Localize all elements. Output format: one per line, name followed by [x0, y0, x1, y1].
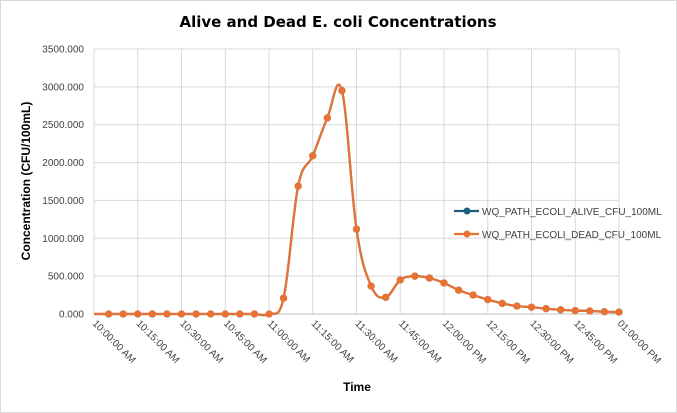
x-tick-label: 12:30:00 PM — [527, 318, 575, 366]
legend-label-alive: WQ_PATH_ECOLI_ALIVE_CFU_100ML — [482, 207, 662, 218]
data-point — [600, 308, 609, 316]
legend-item-alive: WQ_PATH_ECOLI_ALIVE_CFU_100ML — [454, 207, 662, 218]
series-dead — [94, 83, 623, 318]
data-point — [104, 310, 113, 318]
legend-item-dead: WQ_PATH_ECOLI_DEAD_CFU_100ML — [454, 230, 662, 241]
data-point — [177, 310, 186, 318]
data-point — [484, 296, 492, 304]
x-tick-label: 11:00:00 AM — [265, 318, 312, 365]
data-point — [119, 310, 127, 318]
x-tick-label: 10:30:00 AM — [177, 318, 224, 365]
y-axis-ticks: 0.000 500.000 1000.000 1500.000 2000.000 2500… — [42, 45, 84, 321]
y-tick-label: 2500.000 — [42, 120, 84, 131]
x-tick-label: 10:45:00 AM — [221, 318, 268, 365]
data-point — [294, 182, 302, 190]
data-point — [396, 276, 404, 284]
data-point — [513, 302, 521, 310]
series-alive — [94, 83, 623, 318]
data-point — [615, 308, 623, 316]
legend-label-dead: WQ_PATH_ECOLI_DEAD_CFU_100ML — [482, 230, 662, 241]
data-point — [469, 291, 477, 299]
x-tick-label: 11:45:00 AM — [396, 318, 443, 365]
data-point — [411, 272, 419, 280]
y-tick-label: 3000.000 — [42, 82, 84, 93]
data-point — [425, 274, 434, 282]
legend: WQ_PATH_ECOLI_ALIVE_CFU_100ML WQ_PATH_EC… — [454, 207, 662, 241]
x-axis-label: Time — [343, 380, 371, 394]
data-point — [542, 305, 550, 313]
x-tick-label: 12:45:00 PM — [571, 318, 619, 366]
data-point — [163, 310, 171, 318]
data-point — [250, 310, 259, 318]
chart-title: Alive and Dead E. coli Concentrations — [179, 13, 496, 31]
x-tick-label: 11:15:00 AM — [309, 318, 356, 365]
data-point — [236, 310, 244, 318]
y-tick-label: 1000.000 — [42, 234, 84, 245]
legend-marker-dead — [463, 230, 471, 238]
data-point — [498, 299, 506, 307]
x-tick-label: 11:30:00 AM — [352, 318, 399, 365]
data-point — [527, 303, 536, 311]
data-point — [338, 87, 346, 95]
data-point — [134, 310, 142, 318]
data-point — [440, 279, 448, 287]
x-tick-label: 12:00:00 PM — [440, 318, 488, 366]
series-group — [94, 83, 623, 318]
gridlines — [93, 48, 620, 315]
data-point — [571, 306, 579, 315]
data-point — [309, 152, 317, 160]
data-point — [454, 286, 463, 294]
data-point — [148, 310, 156, 318]
data-point — [279, 294, 288, 302]
data-point — [221, 310, 229, 318]
data-point — [586, 307, 594, 315]
y-tick-label: 500.000 — [48, 272, 85, 283]
data-point — [207, 310, 215, 318]
data-point — [367, 282, 375, 290]
y-axis-label: Concentration (CFU/100mL) — [19, 102, 33, 261]
data-point — [352, 225, 361, 233]
data-point — [192, 310, 200, 318]
x-tick-label: 10:00:00 AM — [90, 318, 137, 365]
x-tick-label: 01:00:00 PM — [615, 318, 663, 366]
y-tick-label: 3500.000 — [42, 45, 84, 56]
x-tick-label: 12:15:00 PM — [484, 318, 532, 366]
data-point — [265, 310, 273, 318]
y-tick-label: 1500.000 — [42, 196, 84, 207]
data-point — [557, 306, 565, 314]
data-point — [323, 114, 331, 122]
x-tick-label: 10:15:00 AM — [134, 318, 181, 365]
y-tick-label: 0.000 — [59, 310, 84, 321]
y-tick-label: 2000.000 — [42, 158, 84, 169]
data-point — [382, 293, 390, 301]
legend-marker-alive — [463, 207, 471, 215]
